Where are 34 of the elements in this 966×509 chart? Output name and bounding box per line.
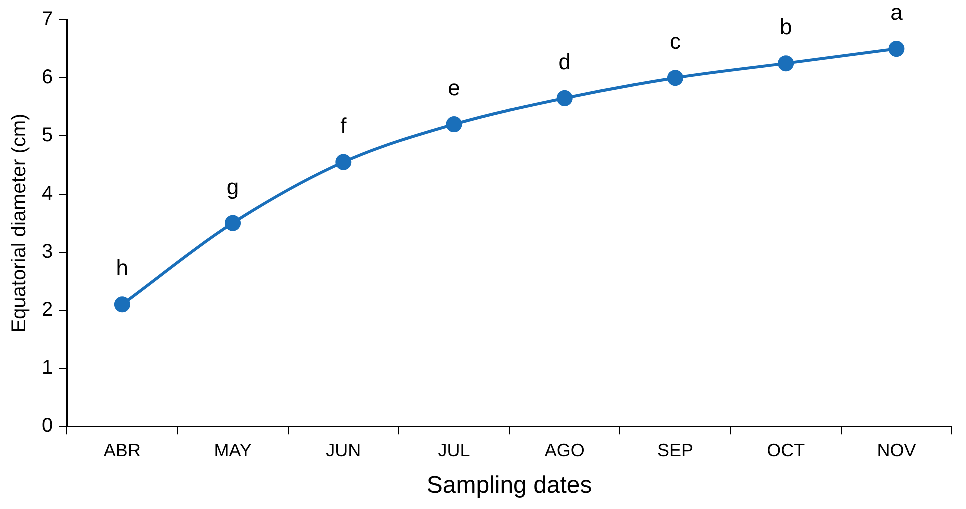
annotation: g <box>226 174 240 200</box>
x-tick-label: AGO <box>544 440 585 460</box>
point <box>336 154 352 170</box>
y-tick-label: 5 <box>42 124 54 147</box>
x-tick-label: OCT <box>767 440 806 460</box>
annotation: e <box>448 76 460 101</box>
x-tick-label: JUN <box>326 440 362 460</box>
y-tick-label: 6 <box>42 66 54 89</box>
annotation: f <box>340 113 348 138</box>
x-tick-label: ABR <box>104 440 141 460</box>
annotation: h <box>116 256 129 281</box>
point <box>778 56 794 72</box>
annotation: d <box>558 49 571 74</box>
y-tick-label: 3 <box>42 240 54 263</box>
annotation: b <box>780 14 792 40</box>
x-tick-label: JUL <box>438 440 470 460</box>
y-tick-label: 2 <box>42 298 54 321</box>
annotation: c <box>670 29 681 54</box>
point <box>556 90 573 106</box>
point <box>225 215 242 232</box>
y-tick-label: 1 <box>42 357 54 380</box>
x-tick-label: MAY <box>214 440 252 460</box>
x-tick-label: NOV <box>877 440 916 460</box>
annotation: a <box>890 0 904 26</box>
point <box>114 296 130 313</box>
point <box>446 116 462 133</box>
x-tick-label: SEP <box>657 440 694 460</box>
x-axis-title: Sampling dates <box>426 472 592 500</box>
point <box>667 70 684 86</box>
y-tick-label: 4 <box>42 182 54 205</box>
y-tick-label: 0 <box>42 415 54 438</box>
point <box>888 41 905 58</box>
y-axis-title: Equatorial diameter (cm) <box>8 114 31 333</box>
y-tick-label: 7 <box>42 8 54 31</box>
